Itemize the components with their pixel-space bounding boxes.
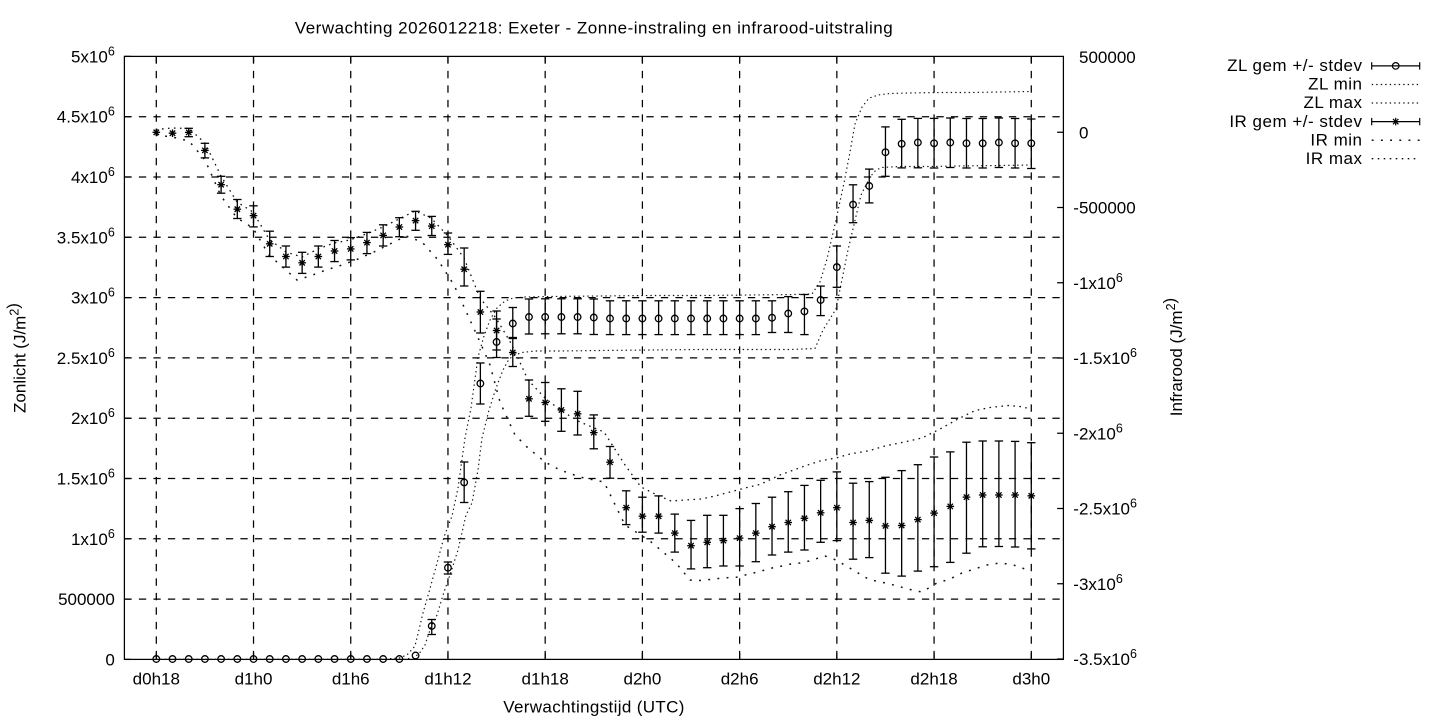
svg-text:4.5x106: 4.5x106	[57, 105, 115, 127]
svg-text:3.5x106: 3.5x106	[57, 225, 115, 247]
svg-text:2x106: 2x106	[71, 406, 115, 428]
svg-text:-1x106: -1x106	[1073, 271, 1123, 293]
svg-text:3x106: 3x106	[71, 286, 115, 308]
svg-text:1.5x106: 1.5x106	[57, 467, 115, 489]
svg-text:IR max: IR max	[1306, 149, 1363, 168]
svg-text:ZL max: ZL max	[1303, 93, 1362, 112]
svg-text:IR gem +/- stdev: IR gem +/- stdev	[1229, 112, 1362, 131]
svg-text:-3x106: -3x106	[1073, 572, 1123, 594]
svg-text:500000: 500000	[1079, 48, 1136, 67]
svg-text:Verwachtingstijd (UTC): Verwachtingstijd (UTC)	[503, 697, 685, 716]
svg-text:d1h6: d1h6	[332, 670, 370, 689]
svg-text:Verwachting 2026012218: Exeter: Verwachting 2026012218: Exeter - Zonne-i…	[295, 18, 893, 37]
svg-text:ZL gem +/- stdev: ZL gem +/- stdev	[1227, 56, 1362, 75]
svg-text:-1.5x106: -1.5x106	[1073, 346, 1137, 368]
svg-text:d2h0: d2h0	[623, 670, 661, 689]
svg-text:d3h0: d3h0	[1012, 670, 1050, 689]
svg-text:ZL min: ZL min	[1308, 75, 1362, 94]
svg-text:0: 0	[105, 650, 114, 669]
svg-text:0: 0	[1079, 123, 1088, 142]
svg-text:5x106: 5x106	[71, 44, 115, 66]
svg-text:1x106: 1x106	[71, 527, 115, 549]
svg-text:d1h18: d1h18	[522, 670, 569, 689]
svg-text:d1h12: d1h12	[424, 670, 471, 689]
svg-text:d1h0: d1h0	[235, 670, 273, 689]
svg-text:2.5x106: 2.5x106	[57, 346, 115, 368]
svg-text:d2h6: d2h6	[721, 670, 759, 689]
svg-text:d2h18: d2h18	[910, 670, 957, 689]
svg-text:4x106: 4x106	[71, 165, 115, 187]
svg-text:-2x106: -2x106	[1073, 421, 1123, 443]
svg-text:IR min: IR min	[1310, 130, 1362, 149]
svg-text:500000: 500000	[58, 590, 115, 609]
svg-text:-3.5x106: -3.5x106	[1073, 647, 1137, 669]
svg-text:d2h12: d2h12	[813, 670, 860, 689]
svg-text:-2.5x106: -2.5x106	[1073, 497, 1137, 519]
svg-text:-500000: -500000	[1073, 199, 1135, 218]
svg-text:d0h18: d0h18	[133, 670, 180, 689]
